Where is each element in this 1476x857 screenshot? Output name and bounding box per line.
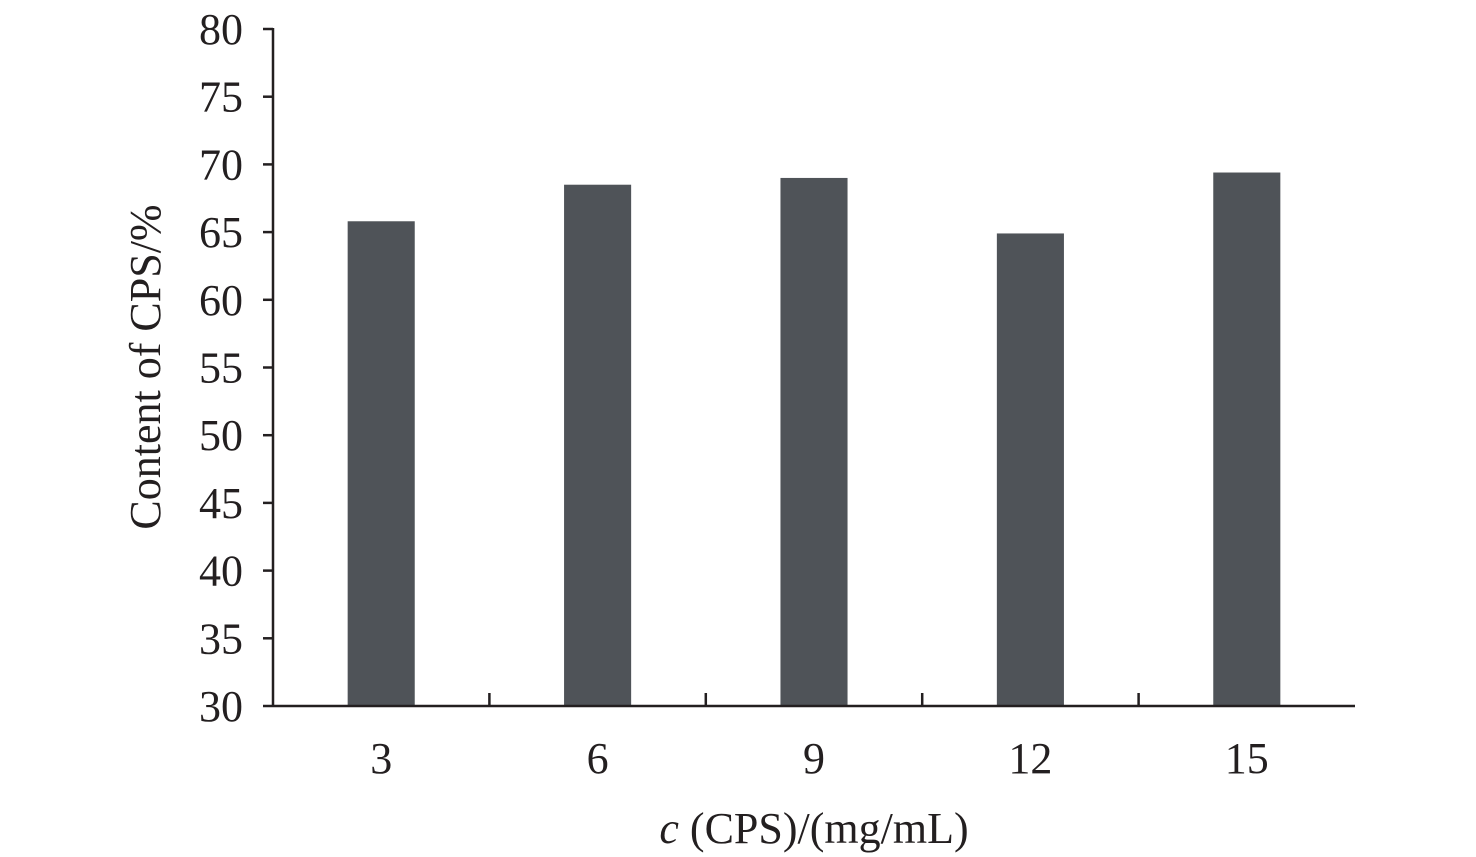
x-axis-title-italic: c: [659, 804, 679, 853]
bars-layer: [347, 172, 1281, 706]
bar-12: [996, 233, 1064, 706]
x-axis-title-rest: (CPS)/(mg/mL): [679, 804, 969, 853]
x-tick-label-12: 12: [1008, 734, 1052, 783]
x-tick-label-15: 15: [1225, 734, 1269, 783]
ticks-layer: 30 35 40 45 50 55 60 65 70 75 80 3 6 9 12 15: [199, 5, 1269, 783]
y-tick-label-50: 50: [199, 411, 243, 460]
y-axis-title: Content of CPS/%: [121, 204, 170, 529]
y-tick-label-35: 35: [199, 614, 243, 663]
y-tick-label-65: 65: [199, 208, 243, 257]
y-tick-label-45: 45: [199, 479, 243, 528]
y-tick-label-75: 75: [199, 73, 243, 122]
x-tick-label-3: 3: [370, 734, 392, 783]
bar-3: [347, 221, 415, 706]
y-tick-label-30: 30: [199, 682, 243, 731]
y-tick-label-60: 60: [199, 276, 243, 325]
x-axis-title: c (CPS)/(mg/mL): [659, 804, 968, 853]
bar-9: [780, 177, 848, 706]
x-tick-label-9: 9: [803, 734, 825, 783]
x-tick-label-6: 6: [587, 734, 609, 783]
y-tick-label-40: 40: [199, 547, 243, 596]
y-tick-label-80: 80: [199, 5, 243, 54]
bar-15: [1213, 172, 1281, 706]
y-tick-label-70: 70: [199, 140, 243, 189]
bar-6: [564, 184, 632, 706]
y-tick-label-55: 55: [199, 344, 243, 393]
